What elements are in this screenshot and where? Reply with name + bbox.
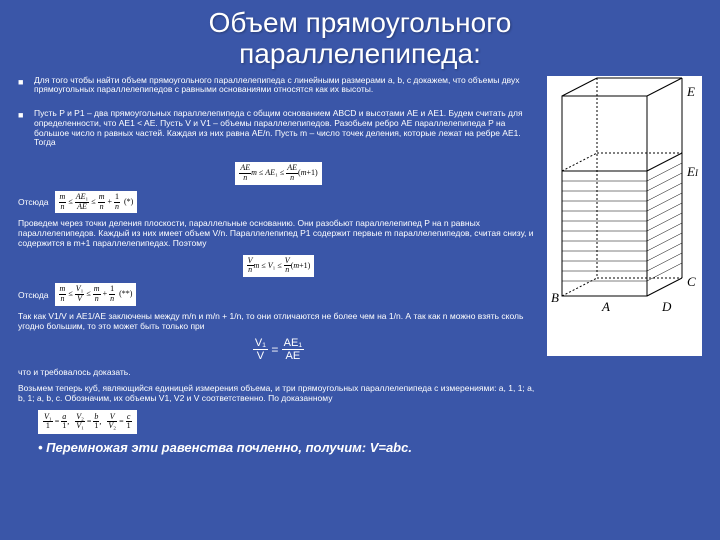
right-column: E EI B C A D — [547, 76, 702, 435]
formula-5-right: AE₁AE — [282, 337, 304, 362]
otsyuda-row-1: Отсюда mn ≤ AE₁AE ≤ mn + 1n (*) — [18, 191, 539, 214]
label-B: B — [551, 290, 559, 305]
formula-1-wrap: AEnm ≤ AE₁ ≤ AEn(m+1) — [18, 162, 539, 185]
label-E: E — [686, 84, 695, 99]
formula-3-wrap: Vnm ≤ V₁ ≤ Vn(m+1) — [18, 255, 539, 278]
formula-5-eq: = — [271, 343, 281, 357]
conclusion: • Перемножая эти равенства почленно, пол… — [38, 440, 702, 455]
label-D: D — [661, 299, 672, 314]
label-C: C — [687, 274, 696, 289]
otsyuda-row-2: Отсюда mn ≤ V₁V ≤ mn + 1n (**) — [18, 283, 539, 306]
title-line1: Объем прямоугольного — [209, 7, 512, 38]
label-E1: EI — [686, 164, 699, 179]
bullet-2: ■ Пусть P и P1 – два прямоугольных парал… — [18, 109, 539, 154]
label-A: A — [601, 299, 610, 314]
formula-6: V₁1 = a1, V₂V₁ = b1, VV₂ = c1 — [38, 410, 137, 435]
otsyuda-label: Отсюда — [18, 197, 49, 207]
formula-3: Vnm ≤ V₁ ≤ Vn(m+1) — [243, 255, 315, 278]
title-line2: параллелепипеда: — [239, 38, 481, 69]
parallelepiped-diagram: E EI B C A D — [547, 76, 702, 356]
slide-title: Объем прямоугольного параллелепипеда: — [18, 8, 702, 70]
formula-5-left: V₁V — [253, 337, 268, 362]
otsyuda-label-2: Отсюда — [18, 290, 49, 300]
formula-4: mn ≤ V₁V ≤ mn + 1n (**) — [55, 283, 137, 306]
formula-2: mn ≤ AE₁AE ≤ mn + 1n (*) — [55, 191, 138, 214]
para-5: Возьмем теперь куб, являющийся единицей … — [18, 384, 539, 404]
diagram-svg: E EI B C A D — [547, 76, 702, 356]
qed: что и требовалось доказать. — [18, 368, 539, 378]
para-1: Для того чтобы найти объем прямоугольног… — [34, 76, 539, 96]
para-3: Проведем через точки деления плоскости, … — [18, 219, 539, 248]
para-2: Пусть P и P1 – два прямоугольных паралле… — [34, 109, 539, 148]
formula-6-wrap: V₁1 = a1, V₂V₁ = b1, VV₂ = c1 — [38, 410, 539, 435]
para-4: Так как V1/V и AE1/AE заключены между m/… — [18, 312, 539, 332]
formula-5-wrap: V₁V = AE₁AE — [18, 337, 539, 362]
left-column: ■ Для того чтобы найти объем прямоугольн… — [18, 76, 539, 435]
bullet-1: ■ Для того чтобы найти объем прямоугольн… — [18, 76, 539, 102]
bullet-icon: ■ — [18, 77, 26, 102]
bullet-icon: ■ — [18, 110, 26, 154]
content-area: ■ Для того чтобы найти объем прямоугольн… — [18, 76, 702, 435]
formula-1: AEnm ≤ AE₁ ≤ AEn(m+1) — [235, 162, 321, 185]
